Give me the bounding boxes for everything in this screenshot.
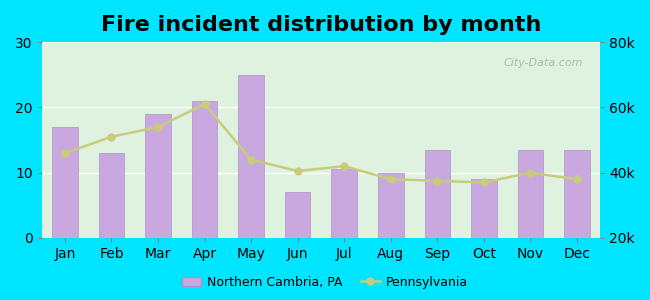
Bar (517, 150, 543, 238)
Bar (378, 173, 404, 238)
Bar (285, 192, 311, 238)
Bar (471, 179, 497, 238)
Bar (99, 153, 124, 238)
Bar (424, 150, 450, 238)
Text: City-Data.com: City-Data.com (504, 58, 584, 68)
Bar (564, 150, 590, 238)
Bar (52, 127, 78, 238)
Bar (239, 75, 264, 238)
Bar (332, 169, 357, 238)
Bar (145, 114, 171, 238)
Title: Fire incident distribution by month: Fire incident distribution by month (101, 15, 541, 35)
Bar (192, 101, 217, 238)
Legend: Northern Cambria, PA, Pennsylvania: Northern Cambria, PA, Pennsylvania (177, 271, 473, 294)
